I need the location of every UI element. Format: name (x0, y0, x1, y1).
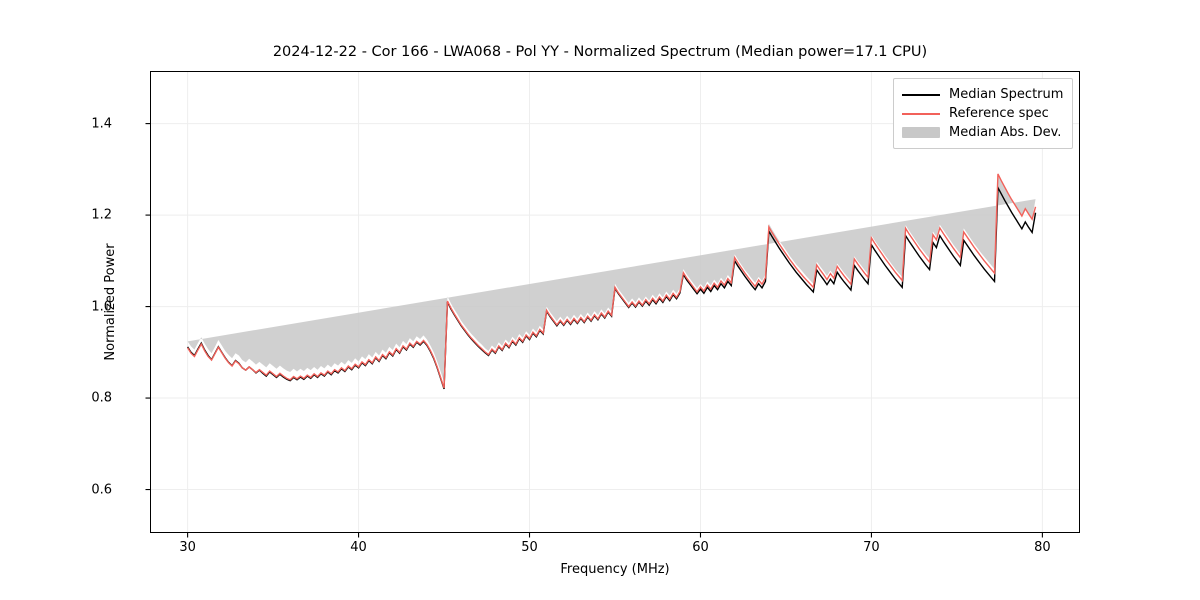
median-abs-dev-band (187, 174, 1036, 383)
x-tick-label: 80 (1034, 540, 1051, 555)
legend-item-label: Median Spectrum (949, 87, 1064, 102)
y-tick-label: 1.2 (91, 207, 112, 223)
y-tick-label: 1.4 (91, 116, 112, 132)
x-tick-label: 50 (521, 540, 538, 555)
x-tick-label: 60 (692, 540, 709, 555)
legend-item-label: Median Abs. Dev. (949, 125, 1062, 140)
page-title: 2024-12-22 - Cor 166 - LWA068 - Pol YY -… (272, 44, 928, 60)
y-tick-label: 0.6 (91, 482, 112, 498)
chart-legend: Median Spectrum Reference spec Median Abs.… (893, 78, 1074, 149)
x-tick-label: 30 (179, 540, 196, 555)
legend-patch-icon (902, 127, 940, 138)
x-axis-label: Frequency (MHz) (560, 562, 670, 577)
y-axis-label: Normalized Power (103, 243, 118, 361)
legend-item-label: Reference spec (949, 106, 1049, 121)
legend-item: Median Abs. Dev. (902, 123, 1063, 142)
y-tick-label: 1.0 (91, 299, 112, 315)
reference-spec-line (187, 173, 1037, 389)
legend-line-icon (902, 107, 940, 121)
x-tick-label: 40 (350, 540, 367, 555)
y-tick-label: 0.8 (91, 390, 112, 406)
legend-item: Median Spectrum (902, 85, 1063, 104)
x-tick-label: 70 (863, 540, 880, 555)
legend-item: Reference spec (902, 104, 1063, 123)
legend-line-icon (902, 88, 940, 102)
